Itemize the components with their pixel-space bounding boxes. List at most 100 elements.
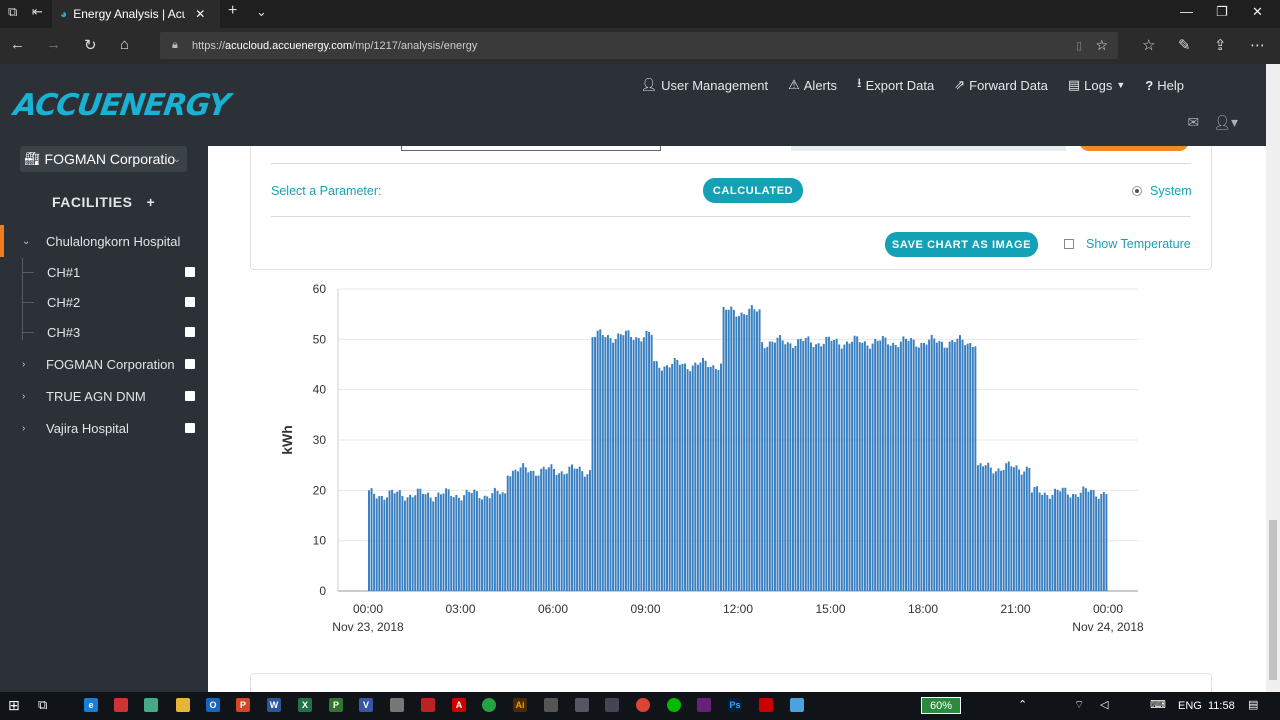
photoshop-taskbar-icon[interactable]: Ps — [728, 698, 742, 712]
more-icon[interactable]: ⋯ — [1250, 37, 1265, 54]
tab-list-icon[interactable]: ⌄ — [256, 4, 267, 19]
visual-studio-taskbar-icon[interactable] — [697, 698, 711, 712]
accuenergy-logo[interactable]: ACCUENERGY — [11, 88, 232, 123]
interval-input[interactable] — [791, 146, 1066, 151]
system-tray-icon[interactable]: ⌃ — [1018, 699, 1028, 711]
organization-select[interactable]: 🏭︎ FOGMAN Corporatio ⌄ — [20, 146, 187, 172]
word-taskbar-icon[interactable]: W — [267, 698, 281, 712]
back-icon[interactable]: ← — [10, 36, 25, 53]
profile-icon[interactable]: 👤︎▾ — [1213, 114, 1238, 130]
chart-bar — [1033, 487, 1036, 591]
new-tab-icon[interactable]: + — [228, 2, 238, 19]
nav-forward-data[interactable]: ⇗ Forward Data — [954, 77, 1048, 93]
facility-checkbox[interactable] — [185, 359, 195, 369]
keyboard-icon[interactable]: ⌨ — [1150, 699, 1166, 711]
mail-icon[interactable]: ✉ — [1187, 114, 1200, 130]
home-icon[interactable]: ⌂ — [120, 36, 130, 53]
notifications-icon[interactable]: ▤ — [1248, 699, 1259, 711]
nav-help[interactable]: ? Help — [1145, 77, 1184, 93]
chart-bar — [509, 476, 512, 591]
pdf-taskbar-icon[interactable] — [759, 698, 773, 712]
browser-tab[interactable]: ◕ Energy Analysis | AcuCl ✕ — [52, 0, 220, 28]
acrobat-taskbar-icon[interactable]: A — [452, 698, 466, 712]
chart-bar — [478, 498, 481, 591]
chart-bar — [488, 498, 491, 591]
facility-fogman-corporation[interactable]: › FOGMAN Corporation — [0, 352, 208, 376]
edge-taskbar-icon[interactable]: e — [84, 698, 98, 712]
facility-vajira-hospital[interactable]: › Vajira Hospital — [0, 416, 208, 440]
favorite-star-icon[interactable]: ☆ — [1095, 37, 1108, 53]
chart-bar — [738, 316, 740, 591]
show-temperature-checkbox[interactable] — [1064, 239, 1074, 249]
favorites-icon[interactable]: ☆ — [1142, 37, 1156, 54]
facility-checkbox[interactable] — [185, 297, 195, 307]
powerpoint-taskbar-icon[interactable]: P — [236, 698, 250, 712]
refresh-icon[interactable]: ↻ — [84, 37, 97, 54]
nav-alerts[interactable]: ⚠︎ Alerts — [788, 77, 837, 93]
window-close-icon[interactable]: ✕ — [1252, 4, 1263, 19]
facility-ch1[interactable]: CH#1 — [0, 260, 208, 284]
chevron-right-icon: › — [22, 358, 26, 370]
excel-taskbar-icon[interactable]: X — [298, 698, 312, 712]
facility-checkbox[interactable] — [185, 391, 195, 401]
facility-checkbox[interactable] — [185, 267, 195, 277]
close-tab-icon[interactable]: ✕ — [195, 7, 206, 21]
system-radio[interactable] — [1132, 186, 1142, 196]
app-taskbar-icon[interactable] — [390, 698, 404, 712]
forward-nav-icon[interactable]: → — [46, 36, 61, 53]
facility-checkbox[interactable] — [185, 423, 195, 433]
app-taskbar-icon[interactable] — [575, 698, 589, 712]
facility-ch2[interactable]: CH#2 — [0, 290, 208, 314]
share-icon[interactable]: ⇪ — [1214, 37, 1227, 54]
chart-bar — [416, 488, 419, 591]
language-indicator[interactable]: ENG — [1178, 700, 1202, 712]
facility-checkbox[interactable] — [185, 327, 195, 337]
date-range-input[interactable] — [401, 146, 661, 151]
address-bar[interactable]: 🔒︎ https:// acucloud.accuenergy.com /mp/… — [160, 32, 1118, 59]
windows-start-icon[interactable]: ⊞ — [8, 697, 20, 713]
nav-logs[interactable]: ▤ Logs ▼ — [1067, 77, 1126, 93]
chrome-taskbar-icon[interactable] — [636, 698, 650, 712]
app-taskbar-icon[interactable] — [114, 698, 128, 712]
wifi-icon[interactable]: ⌔ — [1074, 699, 1085, 711]
chart-bar — [773, 342, 776, 591]
store-taskbar-icon[interactable] — [144, 698, 158, 712]
app-taskbar-icon[interactable] — [421, 698, 435, 712]
scrollbar-thumb[interactable] — [1269, 520, 1277, 680]
project-taskbar-icon[interactable]: P — [329, 698, 343, 712]
illustrator-taskbar-icon[interactable]: Ai — [513, 698, 527, 712]
facilities-heading: FACILITIES + — [52, 194, 155, 210]
battery-indicator[interactable]: 60% — [921, 697, 961, 714]
outlook-taskbar-icon[interactable]: O — [206, 698, 220, 712]
tab-preview-icon[interactable]: ⇤ — [32, 4, 43, 19]
chart-bar — [989, 467, 992, 591]
visio-taskbar-icon[interactable]: V — [359, 698, 373, 712]
clock[interactable]: 11:58 — [1208, 700, 1235, 712]
notes-icon[interactable]: ✎ — [1178, 37, 1191, 54]
app-taskbar-icon[interactable] — [605, 698, 619, 712]
facility-true-agn-dnm[interactable]: › TRUE AGN DNM — [0, 384, 208, 408]
facility-chulalongkorn-hospital[interactable]: ⌄ Chulalongkorn Hospital — [0, 225, 208, 257]
tab-actions-icon[interactable]: ⧉ — [8, 4, 18, 19]
whatsapp-taskbar-icon[interactable] — [482, 698, 496, 712]
save-chart-button[interactable]: SAVE CHART AS IMAGE — [885, 232, 1038, 257]
calculated-button[interactable]: CALCULATED — [703, 178, 803, 203]
task-view-icon[interactable]: ⧉ — [38, 697, 48, 712]
volume-icon[interactable]: ◁ — [1100, 699, 1109, 711]
line-taskbar-icon[interactable] — [667, 698, 681, 712]
folder-taskbar-icon[interactable] — [176, 698, 190, 712]
reading-view-icon[interactable]: ▯ — [1075, 40, 1082, 52]
chart-bar — [781, 340, 784, 591]
nav-export-data[interactable]: ⭳ Export Data — [857, 74, 934, 96]
nav-user-management[interactable]: 👤︎ User Management — [640, 77, 769, 93]
add-facility-button[interactable]: + — [146, 194, 156, 210]
apply-button[interactable] — [1079, 146, 1189, 151]
maximize-icon[interactable]: ❐ — [1216, 4, 1228, 19]
minimize-icon[interactable]: — — [1180, 4, 1193, 19]
tia-taskbar-icon[interactable] — [544, 698, 558, 712]
chart-bar — [755, 311, 758, 591]
facility-ch3[interactable]: CH#3 — [0, 320, 208, 344]
x-tick-label: 06:00 — [538, 602, 568, 616]
app-taskbar-icon[interactable] — [790, 698, 804, 712]
chart-bar — [863, 341, 866, 591]
